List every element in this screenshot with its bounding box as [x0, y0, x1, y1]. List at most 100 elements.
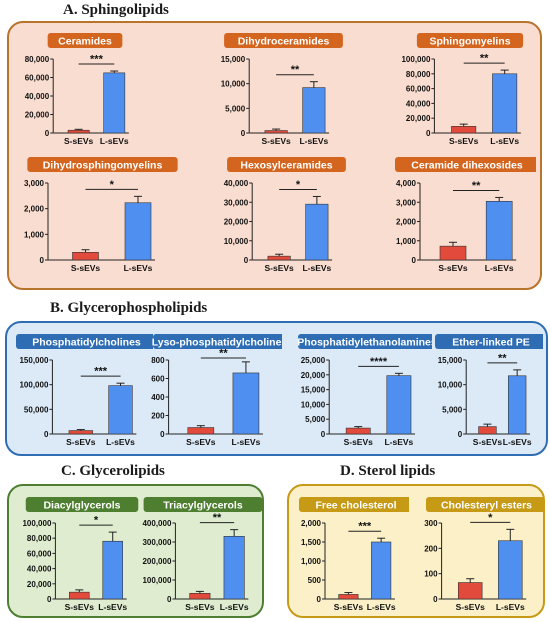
bar-l-sevs [103, 72, 126, 134]
y-tick-label: 60,000 [27, 549, 52, 558]
bar-l-sevs [108, 385, 133, 435]
chart-title-bg [153, 334, 282, 349]
y-tick-label: 10,000 [438, 381, 463, 390]
x-tick-label: S-sEVs [264, 263, 294, 273]
chart-title-bg [298, 334, 432, 349]
chart-title: Cholesteryl esters [441, 500, 532, 512]
chart-title-badge: Ether-linked PE [435, 334, 543, 349]
x-tick-label: S-sEVs [64, 136, 94, 146]
section-title-sphingolipids: A. Sphingolipids [63, 2, 169, 18]
significance-label: *** [90, 54, 104, 66]
y-tick-label: 20,000 [25, 111, 50, 120]
chart-title-bg [227, 157, 346, 172]
significance-label: ** [498, 352, 507, 364]
bar-s-sevs [267, 255, 291, 261]
y-tick-label: 400,000 [142, 519, 171, 528]
bar-s-sevs [478, 426, 497, 435]
chart-title: Sphingomyelins [429, 36, 510, 48]
bar-l-sevs [124, 202, 152, 261]
chart-ether-linked-pe: Ether-linked PE 0 5,000 10,000 15,000 S-sEVs L… [427, 332, 543, 452]
chart-triacylglycerols: Triacylglycerols 0 100,000 200,000 300,000 40… [131, 495, 263, 617]
bar-s-sevs [345, 427, 371, 435]
chart-title-badge: Free cholesterol [299, 497, 409, 512]
x-tick-label: L-sEVs [106, 437, 135, 447]
x-tick-label: S-sEVs [456, 602, 486, 612]
chart-title: Ceramide dihexosides [411, 160, 523, 172]
y-tick-label: 0 [244, 256, 249, 265]
bar-l-sevs [232, 372, 260, 435]
y-tick-label: 20,000 [27, 580, 52, 589]
x-tick-label: L-sEVs [496, 602, 525, 612]
chart-title: Hexosylceramides [240, 160, 332, 172]
y-tick-label: 100,000 [19, 381, 48, 390]
chart-title: Phosphatidylethanolamines [297, 337, 432, 349]
chart-title-bg [435, 334, 543, 349]
y-tick-label: 0 [433, 595, 438, 604]
bar-s-sevs [264, 130, 288, 134]
x-tick-label: S-sEVs [261, 136, 291, 146]
x-tick-label: S-sEVs [185, 602, 215, 612]
chart-title: Ether-linked PE [452, 337, 530, 349]
bar-s-sevs [67, 129, 90, 134]
y-tick-label: 0 [241, 129, 246, 138]
y-tick-label: 80,000 [27, 534, 52, 543]
x-tick-label: S-sEVs [65, 602, 95, 612]
x-tick-label: S-sEVs [449, 136, 479, 146]
bar-s-sevs [338, 594, 359, 600]
y-tick-label: 80,000 [25, 55, 50, 64]
chart-title: Ceramides [58, 36, 112, 48]
y-tick-label: 0 [40, 256, 45, 265]
x-tick-label: L-sEVs [485, 263, 514, 273]
y-tick-label: 10,000 [221, 80, 246, 89]
bar-l-sevs [302, 87, 326, 134]
chart-title-badge: Cholesteryl esters [426, 497, 543, 512]
y-tick-label: 3,000 [24, 179, 45, 188]
y-tick-label: 15,000 [438, 356, 463, 365]
chart-title-bg [16, 334, 153, 349]
significance-label: *** [94, 366, 108, 378]
chart-title-badge: Diacylglycerols [25, 497, 139, 512]
y-tick-label: 0 [426, 129, 431, 138]
y-tick-label: 10,000 [224, 237, 249, 246]
y-tick-label: 1,000 [301, 557, 322, 566]
y-tick-label: 3,000 [396, 198, 417, 207]
significance-label: ** [480, 53, 489, 65]
y-tick-label: 0 [412, 256, 417, 265]
y-tick-label: 60,000 [25, 74, 50, 83]
significance-label: ** [213, 512, 222, 524]
y-tick-label: 0 [317, 595, 322, 604]
y-tick-label: 25,000 [301, 356, 326, 365]
y-tick-label: 200 [151, 412, 165, 421]
y-tick-label: 100,000 [401, 55, 430, 64]
y-tick-label: 10,000 [301, 400, 326, 409]
bar-l-sevs [492, 73, 518, 134]
y-tick-label: 0 [458, 430, 463, 439]
chart-title-bg [224, 33, 343, 48]
y-tick-label: 15,000 [221, 55, 246, 64]
bar-l-sevs [498, 540, 523, 600]
significance-label: ** [291, 64, 300, 76]
significance-label: ** [472, 180, 481, 192]
section-title-glycerophospholipids: B. Glycerophospholipids [50, 300, 208, 316]
chart-phosphatidylcholines: Phosphatidylcholines 0 50,000 100,000 150,00… [8, 332, 153, 452]
y-tick-label: 5,000 [225, 104, 246, 113]
chart-title: Dihydrosphingomyelins [43, 160, 163, 172]
y-tick-label: 0 [160, 430, 165, 439]
y-tick-label: 0 [167, 595, 172, 604]
x-tick-label: L-sEVs [299, 136, 328, 146]
chart-cholesteryl-esters: Cholesteryl esters 0 100 200 300 S-sEVs L-sEVs… [418, 495, 543, 617]
chart-title-badge: Dihydroceramides [224, 33, 343, 48]
chart-ceramide-dihexosides: Ceramide dihexosides 0 1,000 2,000 3,000 4,00… [386, 155, 536, 278]
x-tick-label: S-sEVs [71, 263, 101, 273]
bar-l-sevs [223, 535, 245, 600]
y-tick-label: 20,000 [301, 371, 326, 380]
x-tick-label: S-sEVs [473, 437, 503, 447]
x-tick-label: L-sEVs [100, 136, 129, 146]
bar-s-sevs [189, 593, 211, 600]
y-tick-label: 50,000 [24, 405, 49, 414]
section-title-glycerolipids: C. Glycerolipids [61, 463, 165, 479]
x-tick-label: L-sEVs [384, 437, 413, 447]
chart-title-badge: Sphingomyelins [416, 33, 524, 48]
x-tick-label: S-sEVs [186, 437, 216, 447]
y-tick-label: 2,000 [24, 205, 45, 214]
